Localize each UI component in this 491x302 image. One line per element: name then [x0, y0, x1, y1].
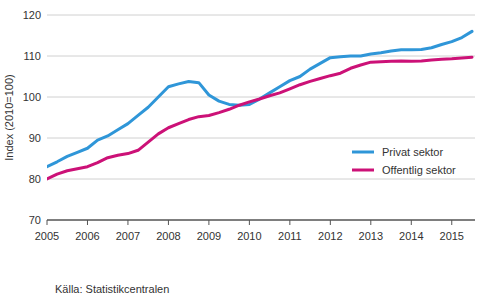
y-tick-label: 110 — [23, 50, 41, 62]
x-tick — [411, 220, 412, 225]
chart: 70 80 90 100 110 120 Index (2010=100) 2005 2006 2… — [0, 0, 491, 302]
x-tick-label: 2006 — [75, 230, 99, 242]
legend-swatch — [352, 151, 374, 154]
source: Källa: Statistikcentralen — [55, 283, 169, 295]
x-tick — [330, 220, 331, 225]
x-tick — [289, 220, 290, 225]
x-tick-label: 2010 — [237, 230, 261, 242]
x-tick — [168, 220, 169, 225]
x-tick — [127, 220, 128, 225]
x-tick-label: 2011 — [278, 230, 302, 242]
x-tick-label: 2005 — [35, 230, 59, 242]
x-tick-label: 2009 — [197, 230, 221, 242]
y-tick-label: 100 — [23, 91, 41, 103]
grid-line — [47, 56, 475, 57]
x-tick-label: 2013 — [359, 230, 383, 242]
legend-label: Privat sektor — [382, 146, 443, 158]
y-tick-label: 90 — [29, 132, 41, 144]
x-tick — [87, 220, 88, 225]
grid-line — [47, 179, 475, 180]
x-tick-label: 2008 — [156, 230, 180, 242]
legend-label: Offentlig sektor — [382, 164, 456, 176]
y-tick-label: 120 — [23, 9, 41, 21]
y-axis-label: Index (2010=100) — [3, 74, 15, 161]
x-tick — [208, 220, 209, 225]
x-tick — [249, 220, 250, 225]
legend-swatch — [352, 169, 374, 172]
y-tick-label: 80 — [29, 173, 41, 185]
x-tick-label: 2007 — [116, 230, 140, 242]
x-tick-label: 2015 — [440, 230, 464, 242]
x-tick — [47, 220, 48, 225]
x-tick — [370, 220, 371, 225]
grid-line — [47, 138, 475, 139]
series-line — [47, 57, 472, 179]
x-tick-label: 2014 — [399, 230, 423, 242]
x-tick — [451, 220, 452, 225]
grid-line — [47, 15, 475, 16]
plot-area — [47, 31, 472, 179]
y-tick-label: 70 — [29, 214, 41, 226]
x-tick-label: 2012 — [318, 230, 342, 242]
